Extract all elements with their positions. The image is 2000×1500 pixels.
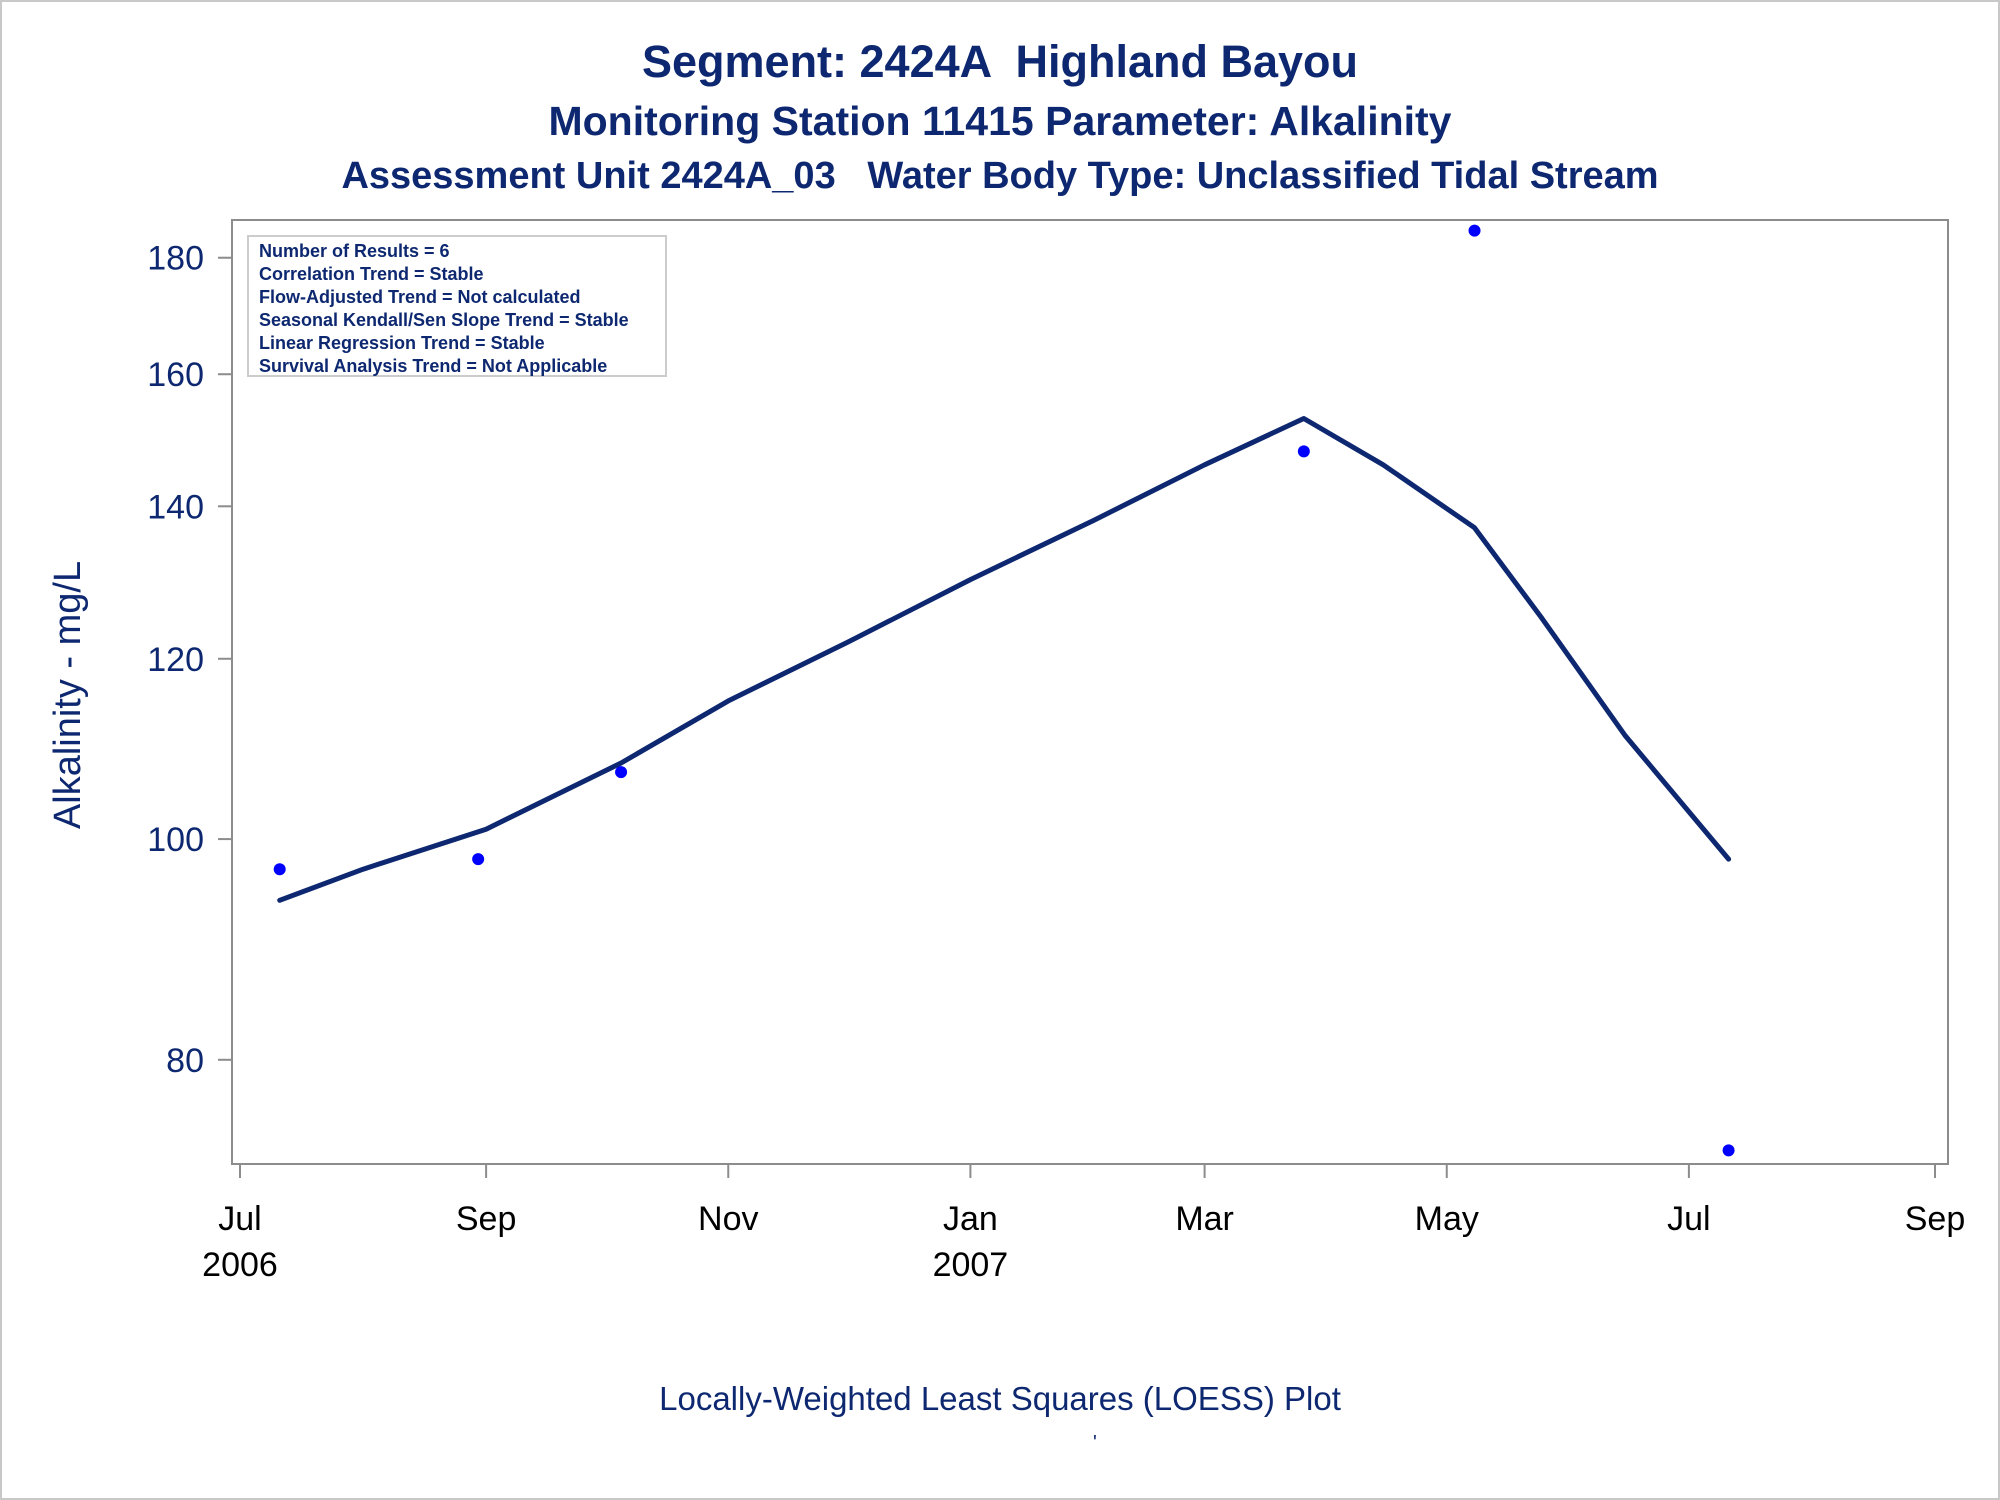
data-point-5 [1722,1144,1735,1157]
y-tick-label-80: 80 [166,1042,204,1080]
x-tick-label-5: May [1415,1200,1479,1238]
stats-box: Number of Results = 6 Correlation Trend … [247,235,667,377]
x-tick-label-3: Jan [943,1200,998,1238]
chart-title: Segment: 2424A Highland Bayou [642,36,1358,87]
y-tick-label-140: 140 [147,488,204,526]
loess-series [277,416,1732,903]
stats-survival-analysis-trend: Survival Analysis Trend = Not Applicable [259,356,608,376]
footnote: Locally-Weighted Least Squares (LOESS) P… [659,1380,1341,1417]
stats-linear-regression-trend: Linear Regression Trend = Stable [259,333,545,353]
y-axis-label: Alkalinity - mg/L [47,561,89,829]
y-axis: 80 100 120 140 160 180 [147,240,232,1080]
y-tick-label-100: 100 [147,821,204,859]
x-tick-year-3: 2007 [933,1246,1009,1284]
chart-subtitle: Monitoring Station 11415 Parameter: Alka… [548,98,1452,144]
data-point-4 [1468,224,1481,237]
stats-flow-adjusted-trend: Flow-Adjusted Trend = Not calculated [259,287,581,307]
x-tick-label-1: Sep [456,1200,517,1238]
data-point-1 [472,853,485,866]
x-tick-year-0: 2006 [202,1246,278,1284]
x-tick-label-4: Mar [1175,1200,1234,1238]
x-tick-label-7: Sep [1905,1200,1966,1238]
y-tick-label-180: 180 [147,240,204,278]
x-tick-label-0: Jul [218,1200,261,1238]
x-tick-label-6: Jul [1667,1200,1710,1238]
x-axis: Jul 2006 Sep Nov Jan 2007 Mar May Jul Sep [202,1163,1966,1284]
y-tick-label-120: 120 [147,641,204,679]
chart-subtitle-2: Assessment Unit 2424A_03 Water Body Type… [341,155,1659,197]
observations-series [273,224,1735,1157]
stats-seasonal-kendall-trend: Seasonal Kendall/Sen Slope Trend = Stabl… [259,310,629,330]
stats-number-of-results: Number of Results = 6 [259,241,450,261]
stats-correlation-trend: Correlation Trend = Stable [259,264,484,284]
loess-line [277,416,1732,903]
footnote-mark: ' [1093,1432,1097,1454]
data-point-2 [615,766,628,779]
data-point-3 [1297,445,1310,458]
data-point-0 [273,863,286,876]
y-tick-label-160: 160 [147,356,204,394]
x-tick-label-2: Nov [698,1200,758,1238]
